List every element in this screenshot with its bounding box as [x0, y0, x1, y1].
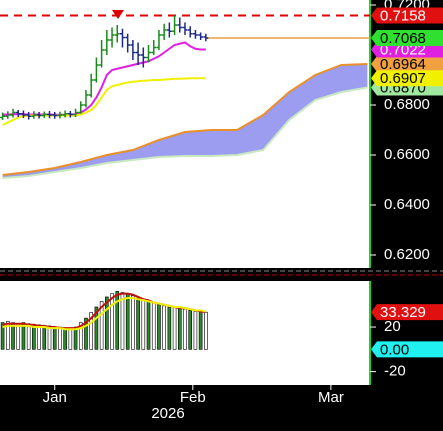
- price-tag: [371, 341, 443, 358]
- histogram-bar: [0, 322, 5, 350]
- price-tag-label: 0.7068: [380, 30, 426, 47]
- histogram-bar: [21, 322, 26, 350]
- histogram-bar: [136, 297, 140, 350]
- price-tag: [371, 70, 443, 87]
- y-tick-label: 0.6600: [384, 146, 430, 163]
- indicator-line: [2, 297, 207, 331]
- histogram-bar: [63, 327, 67, 350]
- y-tick-label: 0.6400: [384, 196, 430, 213]
- histogram-bar: [32, 324, 36, 350]
- histogram-bar: [6, 321, 10, 350]
- histogram-bar: [99, 301, 104, 350]
- y-tick-label: 0.6200: [384, 246, 430, 263]
- price-tag: [371, 56, 443, 72]
- indicator-line: [2, 77, 206, 126]
- histogram-bar: [125, 293, 130, 350]
- price-tag-label: 0.6907: [380, 70, 426, 87]
- price-tag: [371, 304, 443, 321]
- histogram-bar: [146, 301, 151, 350]
- histogram-bar: [42, 325, 47, 350]
- y-tick-label: -20: [384, 363, 406, 380]
- histogram-bar: [105, 296, 109, 350]
- y-tick-label: 20: [384, 318, 401, 335]
- histogram-bar: [94, 306, 99, 350]
- histogram-bar: [37, 324, 41, 350]
- histogram-bar: [198, 311, 203, 350]
- histogram-bar: [193, 311, 198, 350]
- histogram-bar: [115, 291, 120, 350]
- histogram-bar: [110, 293, 114, 350]
- x-tick-label: Mar: [318, 389, 344, 406]
- histogram-bar: [58, 326, 62, 350]
- price-tag-label: 0.6964: [380, 56, 426, 73]
- histogram-bar: [204, 311, 208, 350]
- histogram-bar: [68, 327, 73, 350]
- x-axis-label: 2026: [151, 405, 184, 422]
- x-tick-label: Feb: [180, 389, 206, 406]
- histogram-bar: [78, 322, 83, 350]
- histogram-bar: [26, 323, 31, 350]
- price-tag-label: 33.329: [380, 304, 426, 321]
- line: [2, 63, 368, 176]
- histogram-bar: [162, 305, 166, 350]
- histogram-bar: [52, 326, 57, 350]
- line: [2, 86, 368, 179]
- histogram-bar: [120, 292, 125, 350]
- histogram-bar: [16, 323, 21, 350]
- histogram-bar: [141, 298, 146, 350]
- histogram-bar: [177, 307, 182, 350]
- histogram-bar: [188, 310, 193, 350]
- price-tag: [371, 7, 443, 24]
- histogram-bar: [47, 325, 52, 350]
- price-layer: 0.72000.68000.66000.64000.62000.68700.69…: [0, 0, 443, 263]
- price-tag: [371, 30, 443, 46]
- histogram-bar: [167, 306, 172, 350]
- price-tag-label: 0.7158: [380, 7, 426, 24]
- histogram-bar: [151, 302, 156, 350]
- histogram-bar: [157, 304, 161, 350]
- histogram-bar: [89, 312, 93, 350]
- histogram-bar: [84, 317, 88, 350]
- histogram-bar: [11, 322, 15, 350]
- x-tick-label: Jan: [43, 389, 67, 406]
- histogram-bar: [183, 308, 187, 350]
- price-tag-label: 0.00: [380, 341, 409, 358]
- indicator-layer: 20 -20 33.329 0.00 Jan Feb Mar 2026: [0, 291, 443, 422]
- histogram-bar: [73, 326, 78, 350]
- histogram-bar: [131, 295, 135, 350]
- y-tick-label: 0.6800: [384, 96, 430, 113]
- histogram-bar: [172, 306, 177, 350]
